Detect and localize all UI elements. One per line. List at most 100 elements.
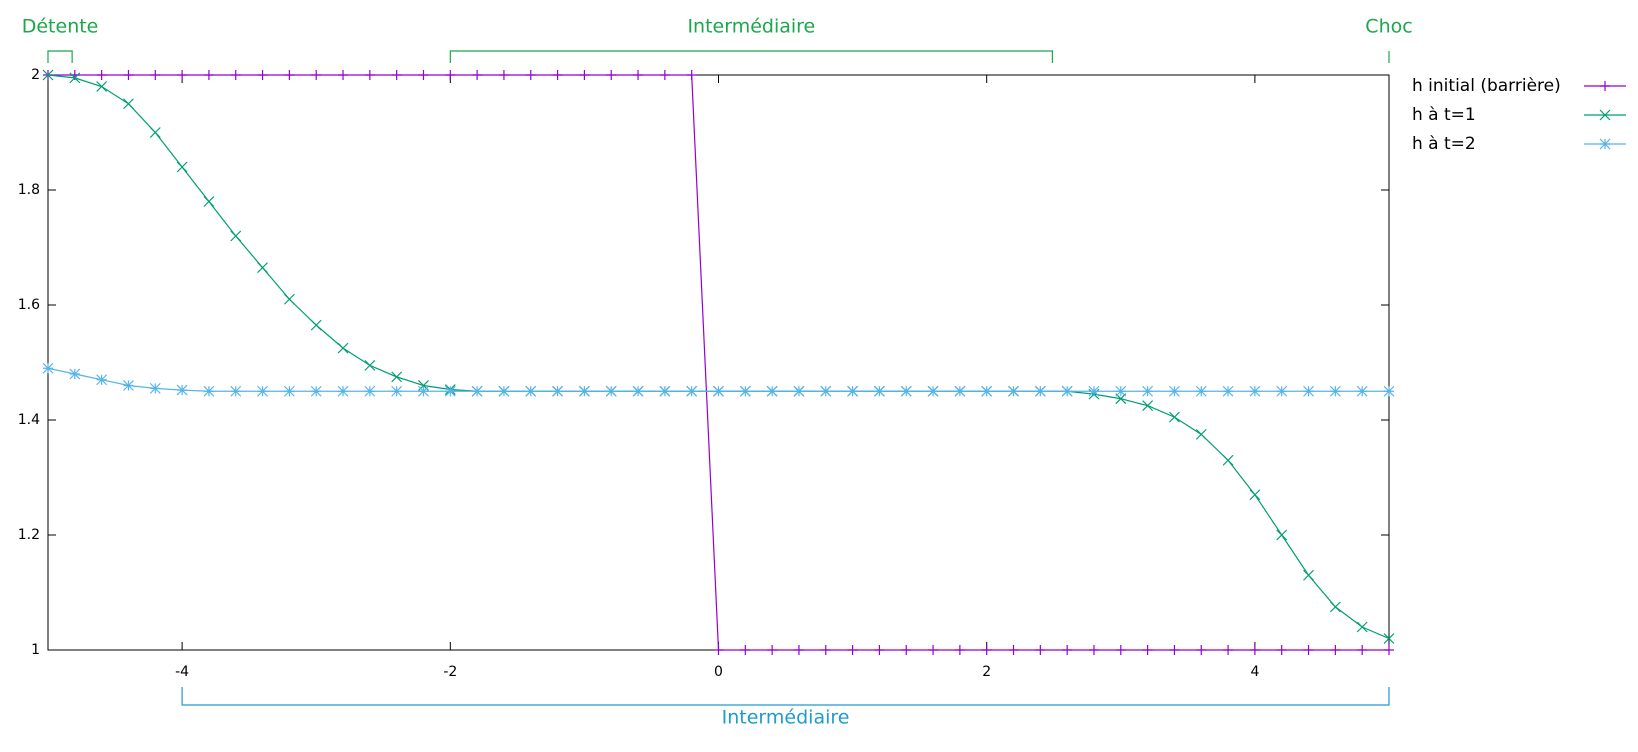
data-point (471, 385, 483, 397)
data-point (1329, 601, 1341, 613)
y-tick-label: 1.4 (18, 412, 40, 428)
data-point (1169, 411, 1180, 423)
legend-marker (1599, 138, 1611, 150)
data-point (1303, 569, 1314, 581)
data-point (1115, 645, 1126, 655)
data-point (203, 70, 214, 80)
data-point (1169, 645, 1180, 655)
data-point (257, 70, 268, 80)
data-point (1303, 645, 1314, 655)
data-point (123, 380, 134, 391)
data-point (310, 385, 322, 397)
data-point (391, 371, 403, 383)
data-point (766, 385, 778, 397)
data-point (1008, 645, 1019, 655)
data-point (1276, 529, 1288, 541)
data-point (96, 81, 108, 92)
data-point (284, 70, 295, 80)
data-point (1062, 645, 1073, 655)
data-point (1088, 385, 1100, 397)
x-tick-label: -4 (175, 664, 189, 680)
data-point (1249, 645, 1260, 655)
data-point (686, 385, 698, 397)
data-point (364, 385, 376, 397)
data-point (1008, 385, 1019, 397)
annotation-bracket (449, 50, 1054, 63)
data-point (928, 645, 939, 655)
data-point (793, 385, 805, 397)
data-point (713, 385, 724, 397)
legend-marker (1600, 81, 1610, 91)
data-point (954, 385, 966, 397)
legend-label: h initial (barrière) (1412, 76, 1561, 96)
data-point (1276, 645, 1287, 655)
data-point (874, 645, 885, 655)
data-point (338, 70, 349, 80)
data-point (1384, 645, 1394, 655)
data-point (1196, 645, 1207, 655)
data-point (1142, 385, 1154, 397)
data-point (739, 385, 751, 397)
data-point (525, 70, 536, 80)
data-point (1034, 385, 1046, 397)
data-point (391, 70, 402, 80)
data-point (337, 385, 349, 397)
data-point (1195, 428, 1207, 440)
data-point (444, 385, 456, 397)
data-point (1035, 645, 1046, 655)
data-point (391, 385, 403, 397)
annotation-label: Choc (1365, 16, 1412, 38)
data-point (525, 385, 537, 397)
data-point (981, 645, 992, 655)
data-point (257, 385, 268, 397)
data-point (498, 70, 509, 80)
data-point (150, 70, 161, 80)
data-point (793, 645, 804, 655)
data-point (364, 70, 375, 80)
data-point (337, 342, 349, 354)
data-point (283, 385, 295, 397)
data-point (1356, 621, 1368, 633)
data-point (1142, 400, 1154, 412)
data-point (1088, 645, 1099, 655)
data-point (981, 385, 993, 397)
plot-frame (47, 74, 1390, 651)
data-point (176, 384, 188, 396)
data-point (96, 374, 108, 386)
data-point (257, 262, 268, 274)
data-point (310, 319, 322, 331)
data-point (713, 645, 724, 655)
data-point (1169, 385, 1180, 397)
data-point (900, 385, 912, 397)
data-point (1195, 385, 1207, 397)
data-point (1383, 385, 1395, 397)
data-point (1142, 645, 1153, 655)
annotation-label: Intermédiaire (687, 16, 815, 38)
data-point (552, 385, 564, 397)
legend-label: h à t=2 (1412, 134, 1476, 154)
data-point (445, 70, 456, 80)
legend-marker (1599, 109, 1611, 121)
data-point (418, 380, 429, 391)
data-point (954, 645, 965, 655)
data-point (123, 70, 134, 80)
data-point (311, 70, 322, 80)
data-point (1303, 385, 1314, 397)
data-point (1249, 489, 1261, 501)
data-point (927, 385, 939, 397)
data-point (176, 161, 188, 173)
data-point (847, 645, 858, 655)
data-point (901, 645, 912, 655)
data-point (1357, 645, 1368, 655)
data-point (1222, 454, 1234, 466)
x-tick-label: 4 (1250, 664, 1259, 680)
annotation-label: Détente (22, 16, 99, 38)
data-point (1276, 385, 1288, 397)
data-point (177, 70, 188, 80)
data-point (740, 645, 751, 655)
x-tick-label: 2 (982, 664, 991, 680)
data-point (230, 385, 242, 397)
y-tick-label: 1.8 (18, 182, 40, 198)
data-point (283, 293, 295, 305)
data-point (633, 70, 644, 80)
